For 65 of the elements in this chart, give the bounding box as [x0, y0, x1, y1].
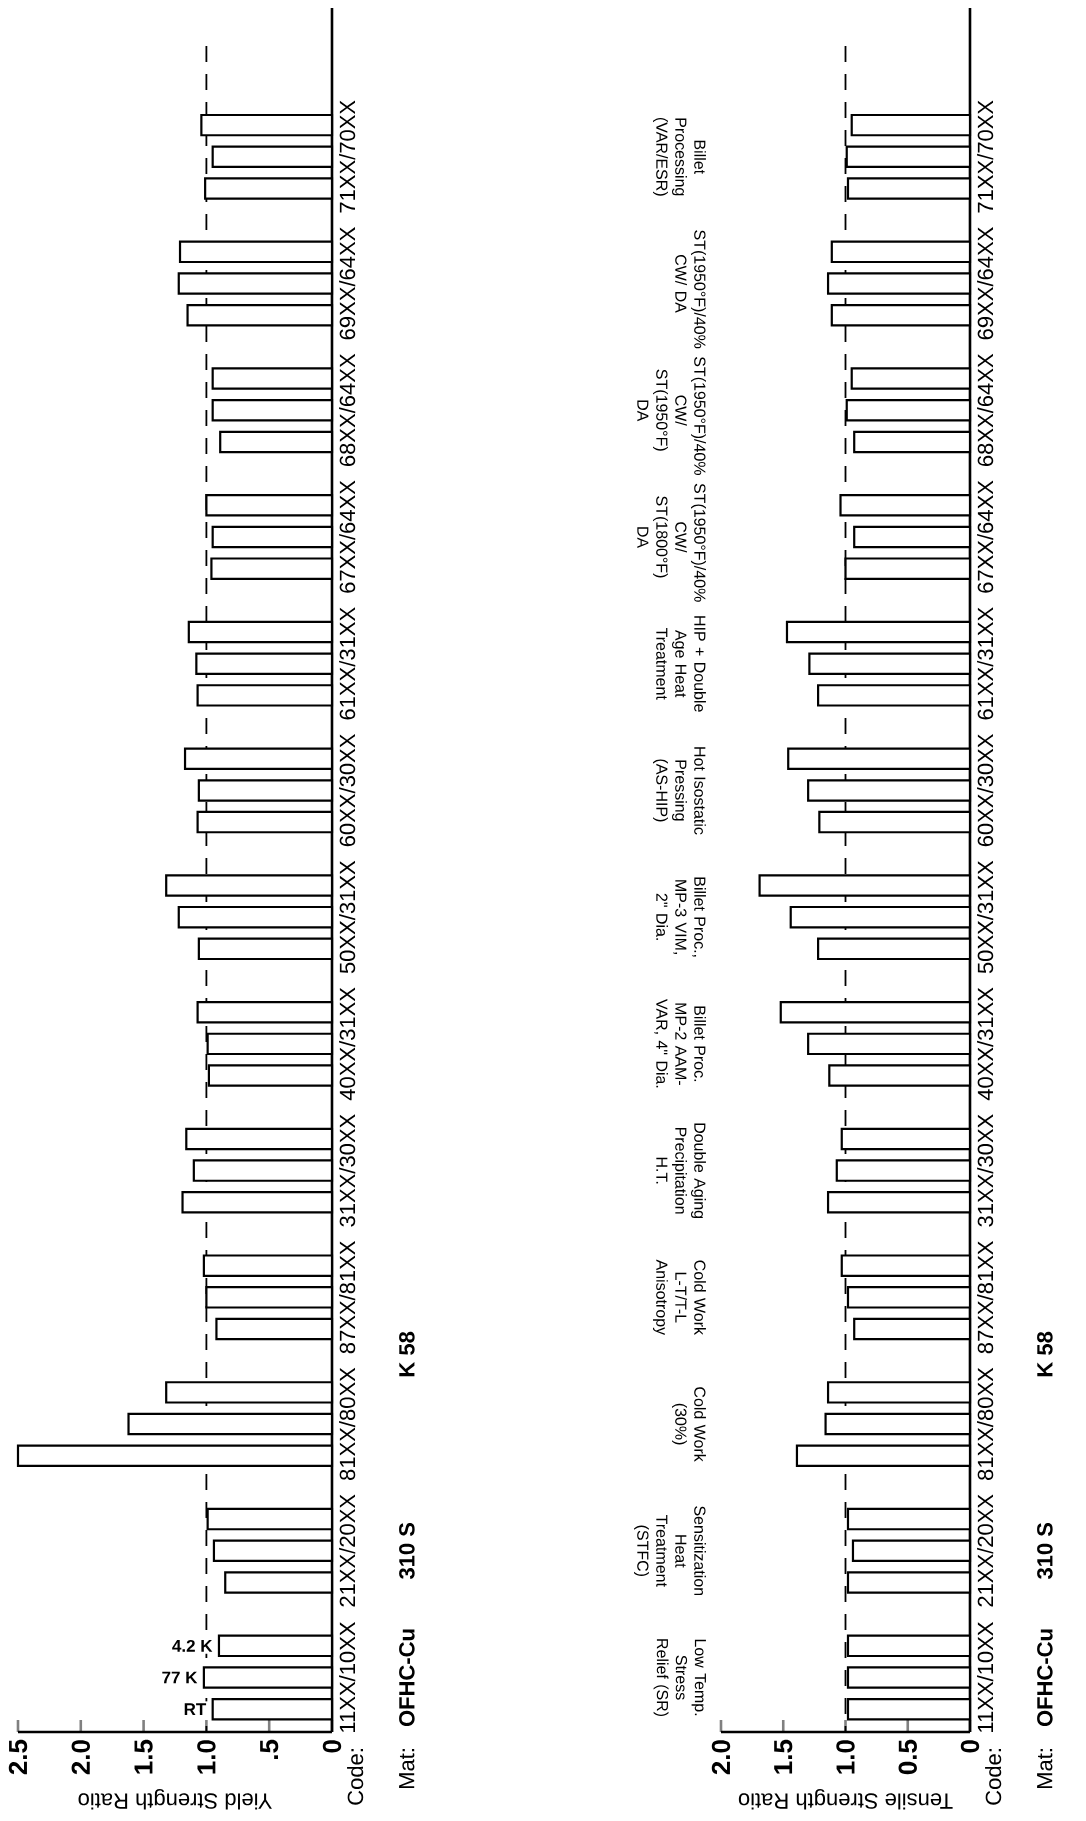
text: 310 S: [1037, 1522, 1053, 1580]
series-label: 77 K: [162, 1671, 198, 1684]
x-tick-label: 1.5: [134, 1739, 153, 1774]
x-tick-label: 2.0: [711, 1740, 731, 1775]
text: Billet Proc. MP-2 AAM-VAR, 4" Dia.: [654, 999, 706, 1088]
y-tick-label: 50XX/31XX: [339, 860, 356, 974]
text: ST(1950°F)/40% CW/ ST(1950°F) DA: [637, 356, 706, 475]
y-tick-label: 31XX/30XX: [977, 1114, 994, 1227]
y-tick-label: 40XX/31XX: [977, 987, 994, 1101]
text: K 58: [399, 1331, 415, 1377]
text: OFHC-Cu: [399, 1629, 415, 1727]
text: Double Aging Precipitation H.T.: [656, 1123, 706, 1219]
y-tick-label: 81XX/80XX: [977, 1367, 994, 1480]
x-tick-label: 1.5: [774, 1739, 793, 1774]
y-tick-label: 67XX/64XX: [339, 480, 356, 593]
text: 310 S: [399, 1522, 415, 1580]
text: Low Temp. Stress Relief (SR): [653, 1639, 706, 1717]
x-tick-label: 1.0: [197, 1740, 216, 1774]
x-tick-label: 1.0: [836, 1740, 855, 1774]
x-tick-label: .5: [260, 1739, 279, 1760]
text: Mat:: [399, 1749, 415, 1789]
y-tick-label: 21XX/20XX: [977, 1494, 994, 1607]
y-tick-label: 68XX/64XX: [339, 353, 356, 466]
y-tick-label: 67XX/64XX: [977, 480, 994, 593]
y-tick-label: 40XX/31XX: [339, 987, 356, 1101]
text: Hot Isostatic Pressing (AS-HIP): [653, 747, 706, 835]
x-tick-label: 2.0: [71, 1740, 90, 1775]
y-tick-label: 61XX/31XX: [977, 607, 994, 720]
text: Sensitization Heat Treatment (STFC): [634, 1506, 706, 1596]
x-tick-label: 2.5: [8, 1739, 28, 1775]
y-tick-label: 81XX/80XX: [339, 1367, 356, 1480]
series-label: RT: [184, 1703, 207, 1716]
x-tick-label: 0.5: [898, 1739, 917, 1775]
text: Cold Work L-T/T-L Anisotropy: [653, 1259, 706, 1336]
text: Cold Work (30%): [672, 1387, 706, 1462]
y-tick-label: 71XX/70XX: [339, 100, 356, 213]
y-tick-label: 11XX/10XX: [339, 1621, 356, 1732]
text: OFHC-Cu: [1037, 1629, 1053, 1727]
y-tick-label: 68XX/64XX: [977, 353, 994, 466]
text: ST(1950°F)/40% CW/ ST(1800°F) DA: [637, 483, 706, 602]
y-tick-label: 50XX/31XX: [977, 860, 994, 974]
y-tick-label: 31XX/30XX: [339, 1114, 356, 1227]
y-tick-label: 11XX/10XX: [977, 1621, 994, 1732]
text: Billet Proc., MP-3 VIM, 2" Dia.: [656, 877, 706, 957]
y-tick-label: 69XX/64XX: [977, 227, 994, 340]
text: Mat:: [1037, 1749, 1053, 1789]
text: HIP + Double Age Heat Treatment: [656, 616, 706, 712]
text: Code:: [347, 1749, 364, 1805]
y-tick-label: 87XX/81XX: [977, 1240, 994, 1354]
y-tick-label: 71XX/70XX: [977, 100, 994, 213]
x-axis-title: Tensile Strength Ratio: [738, 1788, 953, 1810]
x-tick-label: 0: [322, 1740, 342, 1753]
text: Code:: [985, 1749, 1002, 1805]
text: K 58: [1037, 1331, 1053, 1377]
text: ST(1950°F)/40% CW/ DA: [675, 230, 706, 349]
y-tick-label: 60XX/30XX: [977, 734, 994, 847]
y-tick-label: 69XX/64XX: [339, 227, 356, 340]
text: Billet Processing (VAR/ESR): [653, 117, 706, 196]
x-tick-label: 0: [960, 1740, 980, 1753]
y-tick-label: 61XX/31XX: [339, 607, 356, 720]
y-tick-label: 60XX/30XX: [339, 734, 356, 847]
y-tick-label: 21XX/20XX: [339, 1494, 356, 1607]
y-tick-label: 87XX/81XX: [339, 1240, 356, 1354]
series-label: 4.2 K: [172, 1639, 213, 1652]
x-axis-title: Yield Strength Ratio: [78, 1788, 272, 1810]
